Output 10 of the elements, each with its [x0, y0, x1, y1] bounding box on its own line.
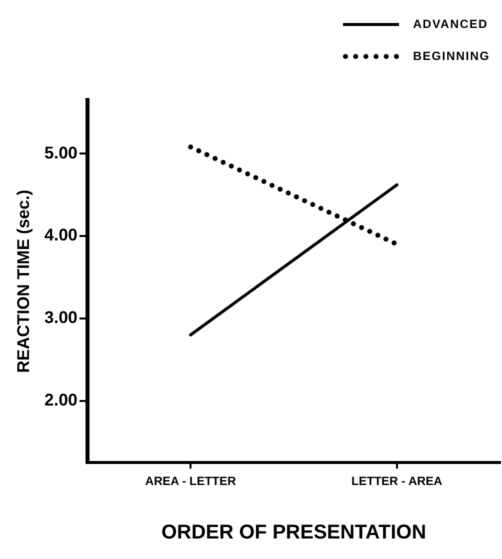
legend-label: ADVANCED [412, 17, 488, 31]
x-axis-title: ORDER OF PRESENTATION [161, 522, 426, 544]
legend-label: BEGINNING [412, 49, 490, 63]
x-tick-label: LETTER - AREA [351, 474, 443, 488]
y-tick-label: 4.00 [44, 226, 78, 245]
y-tick-label: 3.00 [44, 308, 78, 328]
y-tick-label: 5.00 [44, 143, 78, 162]
y-tick-label: 2.00 [44, 390, 78, 410]
x-tick-label: AREA - LETTER [145, 474, 236, 488]
y-axis-title: REACTION TIME (sec.) [14, 190, 33, 373]
